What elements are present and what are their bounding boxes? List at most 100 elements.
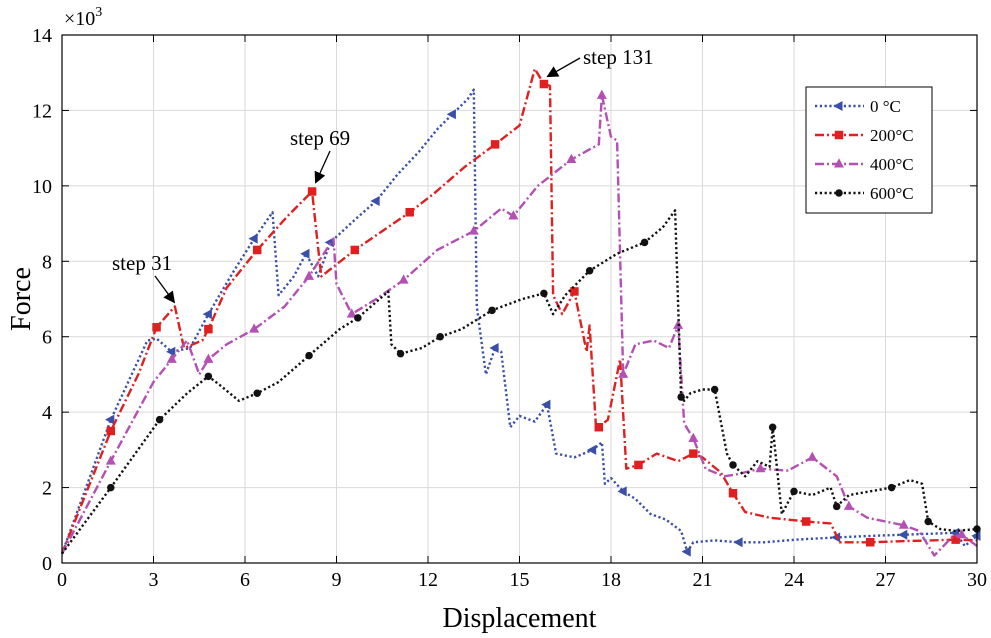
x-tick-label: 6 <box>240 569 250 591</box>
legend-marker <box>833 101 843 111</box>
data-point-600c <box>488 306 496 315</box>
data-point-600c <box>585 266 594 275</box>
data-point-200c <box>252 245 262 255</box>
data-point-400c <box>596 89 607 99</box>
x-tick-label: 24 <box>784 569 804 591</box>
annotation-label: step 69 <box>290 126 350 150</box>
data-point-200c <box>539 79 549 89</box>
x-axis-title: Displacement <box>443 603 597 634</box>
series-layer <box>60 67 981 557</box>
x-tick-label: 12 <box>418 569 438 591</box>
annotation-arrow <box>314 150 331 184</box>
data-point-600c <box>710 385 719 394</box>
data-point-200c <box>490 140 500 149</box>
data-point-0c <box>370 195 380 206</box>
data-point-600c <box>305 351 313 360</box>
data-point-400c <box>807 451 818 461</box>
data-point-0c <box>166 346 176 357</box>
data-point-200c <box>801 517 811 526</box>
y-tick-label: 14 <box>32 25 52 47</box>
data-point-200c <box>307 187 317 196</box>
data-point-600c <box>677 393 685 401</box>
data-point-400c <box>249 323 260 333</box>
y-tick-label: 4 <box>42 402 52 424</box>
data-point-200c <box>570 287 579 296</box>
data-point-600c <box>729 461 737 469</box>
legend-label: 400°C <box>870 155 914 174</box>
series-600c <box>61 209 981 555</box>
data-point-600c <box>790 487 798 496</box>
data-point-400c <box>105 455 116 465</box>
data-point-400c <box>398 274 409 284</box>
legend-marker <box>834 130 844 140</box>
x-tick-label: 27 <box>876 569 896 591</box>
legend-entry: 0 °C <box>815 97 901 116</box>
legend-marker <box>834 158 844 168</box>
y-tick-label: 12 <box>32 100 52 122</box>
data-point-200c <box>634 460 643 470</box>
data-point-0c <box>586 444 597 455</box>
legend-entry: 400°C <box>815 155 914 174</box>
legend-label: 0 °C <box>870 97 901 116</box>
data-point-200c <box>689 449 698 458</box>
y-multiplier-exponent: 3 <box>95 5 102 20</box>
y-tick-label: 10 <box>32 176 52 198</box>
data-point-0c <box>489 343 499 354</box>
data-point-0c <box>248 233 258 244</box>
data-point-200c <box>152 323 161 332</box>
x-tick-label: 3 <box>149 569 159 591</box>
x-tick-label: 9 <box>332 569 342 591</box>
y-multiplier-base: ×10 <box>64 8 95 30</box>
legend-entry: 600°C <box>815 184 914 203</box>
data-point-600c <box>354 314 362 322</box>
data-point-200c <box>866 538 875 547</box>
annotation-step: step 131 <box>546 45 654 78</box>
data-point-0c <box>541 399 551 410</box>
y-tick-label: 8 <box>42 251 52 273</box>
data-point-0c <box>446 109 456 120</box>
annotation-label: step 31 <box>112 251 172 275</box>
axis-ticks <box>61 34 978 564</box>
y-axis-multiplier: ×103 <box>64 5 102 30</box>
data-point-0c <box>971 530 981 541</box>
data-point-600c <box>887 483 896 492</box>
data-point-400c <box>898 519 909 529</box>
x-tick-label: 15 <box>510 569 530 591</box>
data-point-600c <box>155 415 164 424</box>
annotation-arrow <box>154 275 176 304</box>
x-tick-label: 18 <box>601 569 621 591</box>
data-point-400c <box>956 528 967 539</box>
data-point-600c <box>396 349 405 358</box>
legend-entry: 200°C <box>815 126 914 145</box>
data-point-400c <box>618 368 629 378</box>
legend-label: 200°C <box>870 126 914 145</box>
data-point-200c <box>728 488 738 498</box>
series-line-200c <box>60 67 978 555</box>
data-point-600c <box>924 517 932 526</box>
data-point-600c <box>832 502 841 511</box>
data-point-0c <box>733 537 743 548</box>
annotation-step: step 31 <box>112 251 176 304</box>
data-point-200c <box>106 426 116 436</box>
legend-label: 600°C <box>870 184 914 203</box>
data-point-400c <box>688 432 699 443</box>
x-tick-label: 0 <box>57 569 67 591</box>
data-point-400c <box>566 153 577 163</box>
annotation-arrow <box>546 57 581 78</box>
annotation-step: step 69 <box>290 126 350 184</box>
data-point-400c <box>166 353 177 363</box>
annotation-label: step 131 <box>583 45 654 69</box>
data-point-200c <box>350 245 360 255</box>
data-point-600c <box>436 332 444 341</box>
x-tick-label: 21 <box>693 569 713 591</box>
data-point-600c <box>768 423 777 431</box>
legend: 0 °C 200°C 400°C 600°C <box>805 86 933 214</box>
data-point-600c <box>204 372 213 381</box>
data-point-0c <box>830 532 841 543</box>
legend-box <box>805 86 933 214</box>
data-point-200c <box>594 422 604 432</box>
data-point-400c <box>755 462 766 473</box>
